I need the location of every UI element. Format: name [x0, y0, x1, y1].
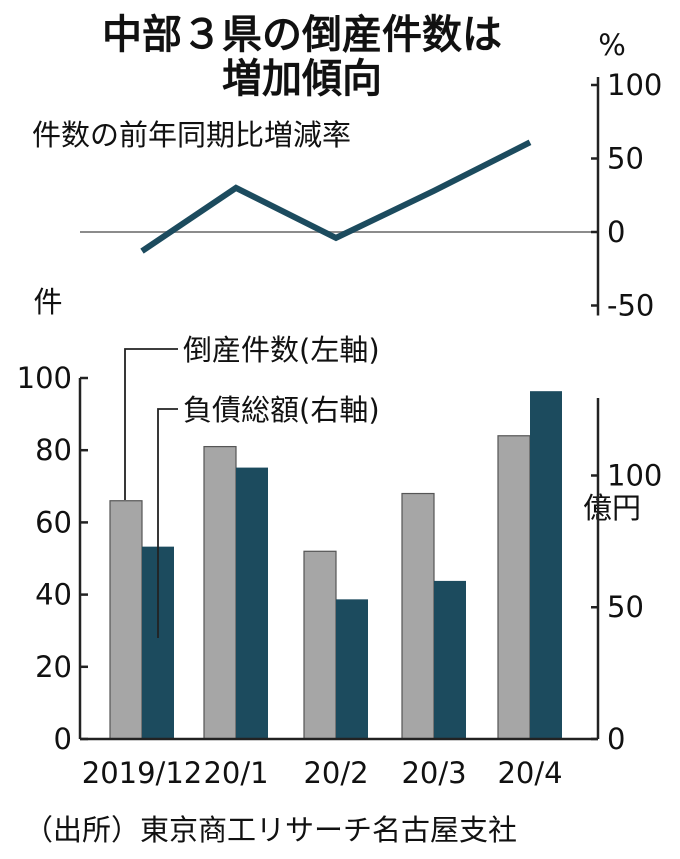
bar-chart: 件 億円 100 80 60 40 20 0 100 50 0 2019/12 20/1 20/2…: [17, 285, 663, 790]
left-axis-unit: 件: [33, 285, 62, 319]
line-series-label: 件数の前年同期比増減率: [32, 118, 351, 152]
line-y-tick-label: 100: [607, 68, 662, 102]
x-tick-label: 2019/12: [82, 756, 202, 790]
bar-debt: [530, 391, 562, 739]
x-tick-labels: 2019/12 20/1 20/2 20/3 20/4: [82, 756, 563, 790]
right-y-ticks: 100 50 0: [591, 458, 662, 756]
chart-title-line1: 中部３県の倒産件数は: [102, 12, 502, 58]
bar-debt: [434, 580, 466, 739]
line-unit-label: %: [598, 28, 626, 62]
bar-debt: [236, 467, 268, 739]
x-tick-label: 20/2: [303, 756, 368, 790]
right-y-tick-label: 100: [607, 458, 662, 492]
legend-count-label: 倒産件数(左軸): [183, 333, 380, 367]
bar-count: [203, 445, 237, 740]
bar-count: [109, 500, 143, 740]
bar-count: [401, 492, 435, 740]
right-axis-unit: 億円: [583, 491, 641, 525]
legend-debt-label: 負債総額(右軸): [183, 393, 380, 427]
bar-debt: [336, 599, 368, 739]
right-y-tick-label: 50: [607, 590, 644, 624]
left-y-ticks: 100 80 60 40 20 0: [17, 361, 88, 756]
source-note: （出所）東京商工リサーチ名古屋支社: [24, 813, 517, 847]
bar-count: [497, 435, 531, 740]
line-y-tick-label: 50: [607, 142, 644, 176]
left-y-tick-label: 60: [35, 505, 72, 539]
x-tick-label: 20/1: [203, 756, 268, 790]
line-y-ticks: 100 50 0 -50: [591, 68, 662, 323]
legend-leader-count: [124, 348, 178, 500]
line-y-tick-label: 0: [607, 215, 625, 249]
x-tick-label: 20/4: [497, 756, 562, 790]
left-y-tick-label: 0: [54, 722, 72, 756]
left-y-tick-label: 40: [35, 578, 72, 612]
bars: [109, 391, 562, 740]
right-y-tick-label: 0: [607, 722, 625, 756]
x-tick-label: 20/3: [401, 756, 466, 790]
line-series: [140, 139, 532, 254]
left-y-tick-label: 100: [17, 361, 72, 395]
line-y-tick-label: -50: [607, 289, 654, 323]
line-chart: % 件数の前年同期比増減率 100 50 0 -50: [32, 28, 662, 323]
left-y-tick-label: 20: [35, 650, 72, 684]
bar-count: [303, 550, 337, 740]
legend-leader-debt: [157, 408, 178, 638]
chart-title-line2: 増加傾向: [222, 56, 382, 102]
left-y-tick-label: 80: [35, 433, 72, 467]
